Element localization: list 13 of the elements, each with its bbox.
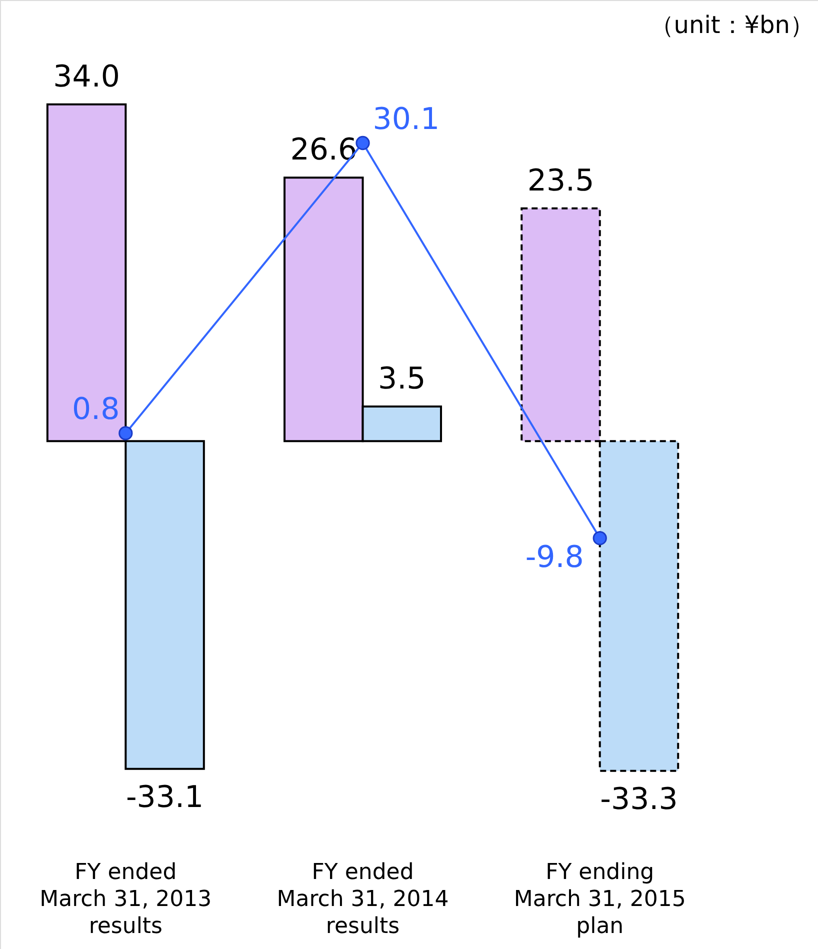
data-label: 34.0 (53, 59, 120, 94)
text: （unit：¥bn） (650, 11, 814, 39)
data-label: -33.3 (600, 782, 678, 817)
data-label: -33.1 (126, 780, 204, 815)
data-label: 30.1 (372, 102, 440, 138)
x-tick-label: FY ended March 31, 2014 results (276, 860, 449, 939)
x-tick-label: FY ending March 31, 2015 plan (514, 860, 686, 939)
data-label: 23.5 (527, 163, 594, 198)
x-tick-label: FY ended March 31, 2013 results (40, 860, 212, 939)
data-label: 0.8 (72, 392, 120, 428)
data-label: 26.6 (290, 132, 358, 168)
data-label: 3.5 (378, 361, 426, 396)
data-label: -9.8 (525, 540, 584, 576)
